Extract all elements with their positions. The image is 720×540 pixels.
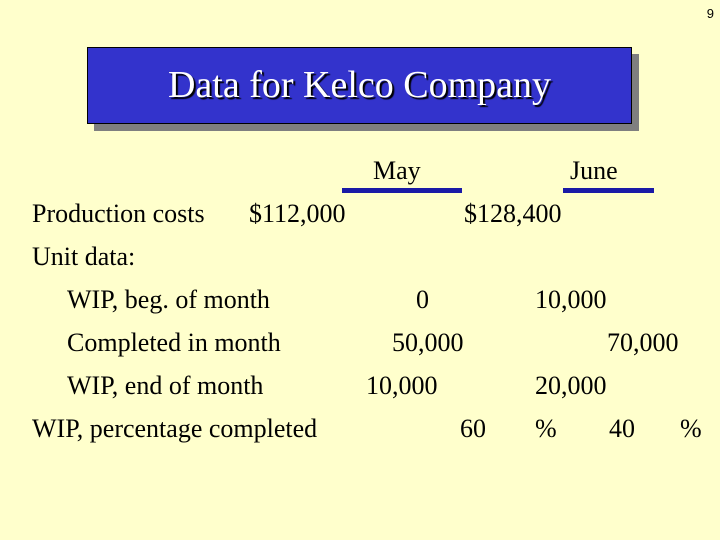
row-label-production-costs: Production costs bbox=[32, 199, 205, 228]
row-label-unit-data: Unit data: bbox=[32, 242, 136, 271]
slide-title: Data for Kelco Company bbox=[167, 64, 552, 106]
column-rule-june bbox=[563, 188, 654, 193]
value-completed-june: 70,000 bbox=[607, 328, 679, 357]
slide-number: 9 bbox=[706, 6, 714, 21]
value-wip-beg-may: 0 bbox=[416, 285, 429, 314]
value-production-costs-june: $128,400 bbox=[464, 199, 562, 228]
value-wip-end-may: 10,000 bbox=[366, 371, 438, 400]
column-rule-may bbox=[342, 188, 462, 193]
column-header-may: May bbox=[373, 156, 421, 185]
percent-sign-june: % bbox=[680, 414, 702, 443]
row-label-wip-beg: WIP, beg. of month bbox=[67, 285, 270, 314]
value-completed-may: 50,000 bbox=[392, 328, 464, 357]
value-wip-pct-may: 60 bbox=[460, 414, 486, 443]
value-wip-pct-june: 40 bbox=[609, 414, 635, 443]
title-box bbox=[87, 47, 632, 124]
column-header-june: June bbox=[570, 156, 618, 185]
percent-sign-may: % bbox=[535, 414, 557, 443]
row-label-wip-pct: WIP, percentage completed bbox=[32, 414, 318, 443]
row-label-completed: Completed in month bbox=[67, 328, 281, 357]
value-wip-beg-june: 10,000 bbox=[535, 285, 607, 314]
row-label-wip-end: WIP, end of month bbox=[67, 371, 264, 400]
value-production-costs-may: $112,000 bbox=[249, 199, 346, 228]
value-wip-end-june: 20,000 bbox=[535, 371, 607, 400]
